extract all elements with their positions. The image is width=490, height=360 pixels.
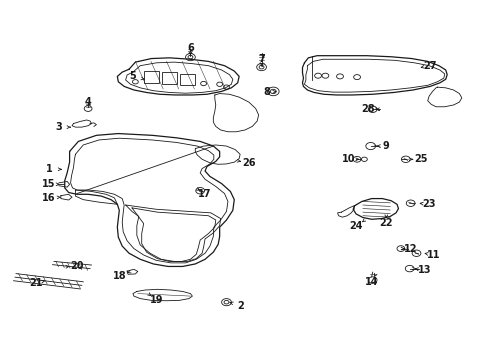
Text: 23: 23 — [422, 199, 436, 209]
Text: 7: 7 — [258, 54, 265, 64]
Text: 28: 28 — [361, 104, 374, 114]
Text: 14: 14 — [365, 277, 378, 287]
Text: 17: 17 — [198, 189, 212, 199]
Bar — [144, 71, 159, 83]
Text: 26: 26 — [242, 158, 256, 168]
Text: 10: 10 — [342, 154, 355, 164]
Text: 12: 12 — [404, 244, 417, 253]
Text: 21: 21 — [30, 278, 43, 288]
Text: 8: 8 — [264, 87, 270, 98]
Text: 19: 19 — [149, 295, 163, 305]
Text: 11: 11 — [427, 250, 441, 260]
Text: 20: 20 — [70, 261, 84, 271]
Text: 4: 4 — [85, 97, 92, 107]
Text: 18: 18 — [113, 271, 126, 281]
Text: 16: 16 — [43, 193, 56, 203]
Text: 25: 25 — [415, 154, 428, 164]
Text: 9: 9 — [383, 141, 390, 151]
Text: 27: 27 — [423, 61, 437, 71]
Text: 24: 24 — [349, 221, 363, 231]
Text: 2: 2 — [237, 301, 244, 311]
Text: 6: 6 — [187, 43, 194, 53]
Text: 3: 3 — [55, 122, 62, 132]
Bar — [162, 72, 177, 84]
Text: 22: 22 — [380, 218, 393, 228]
Text: 5: 5 — [129, 71, 136, 81]
Bar — [180, 73, 195, 85]
Text: 15: 15 — [43, 179, 56, 189]
Text: 1: 1 — [46, 164, 52, 174]
Text: 13: 13 — [417, 265, 431, 275]
